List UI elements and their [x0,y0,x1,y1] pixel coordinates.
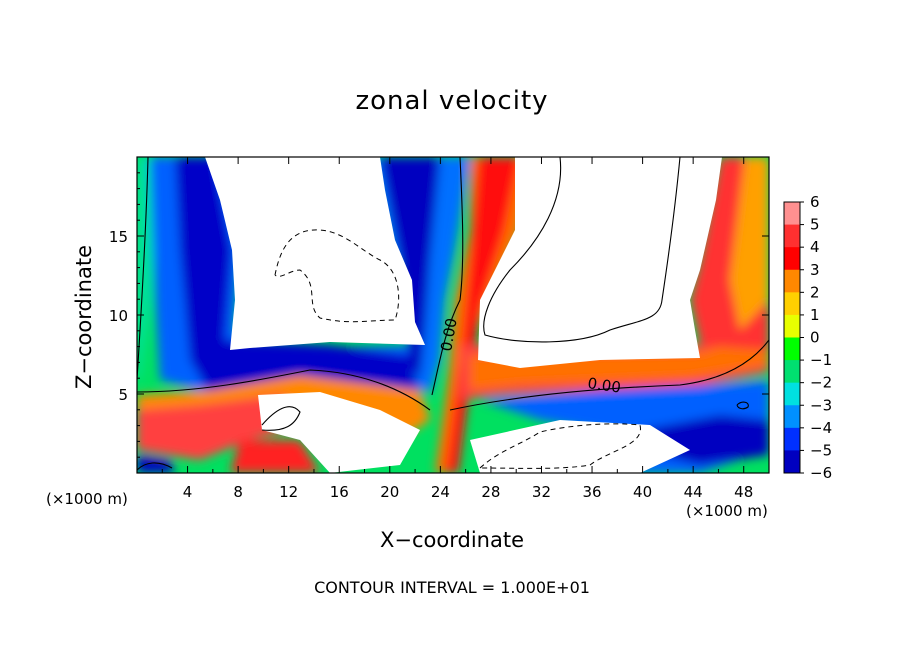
x-axis: 4 8 12 16 20 24 28 32 36 40 44 48 [161,157,753,501]
colorbar-label: 4 [810,238,820,256]
colorbar-label: −3 [810,396,832,414]
colorbar-label: 5 [810,216,820,234]
velocity-field [137,157,769,473]
x-tick-label: 48 [734,483,753,501]
colorbar-swatch [784,224,800,248]
x-tick-label: 4 [183,483,193,501]
x-tick-label: 12 [279,483,298,501]
colorbar-swatch [784,269,800,293]
colorbar-swatch [784,314,800,338]
colorbar-swatch [784,427,800,451]
x-tick-label: 32 [532,483,551,501]
x-tick-label: 28 [481,483,500,501]
contour-interval-note: CONTOUR INTERVAL = 1.000E+01 [314,578,590,597]
y-axis-label: Z−coordinate [72,245,96,389]
colorbar-label: 1 [810,306,820,324]
contour-label-2: 0.00 [586,374,622,396]
colorbar-label: 2 [810,283,820,301]
x-unit-right: (×1000 m) [686,502,768,520]
colorbar-label: −5 [810,441,832,459]
colorbar-label: 6 [810,193,820,211]
colorbar-swatch [784,202,800,226]
x-axis-label: X−coordinate [380,528,524,552]
x-tick-label: 36 [582,483,601,501]
x-tick-label: 8 [233,483,243,501]
colorbar-swatch [784,405,800,429]
colorbar-label: −2 [810,374,832,392]
x-tick-label: 40 [633,483,652,501]
colorbar-swatch [784,292,800,316]
colorbar-label: −1 [810,351,832,369]
x-unit-left: (×1000 m) [46,490,128,508]
colorbar-swatch [784,450,800,474]
colorbar-swatch [784,382,800,406]
x-tick-label: 24 [431,483,450,501]
y-tick-label: 5 [118,386,128,404]
colorbar-swatch [784,337,800,361]
colorbar-swatch [784,360,800,384]
x-tick-label: 20 [380,483,399,501]
colorbar-label: 3 [810,261,820,279]
y-tick-label: 10 [109,307,128,325]
colorbar: 6 5 4 3 2 1 0 −1 −2 −3 −4 −5 −6 [783,193,832,482]
contour-label-1: 0.00 [437,317,461,353]
x-tick-label: 16 [330,483,349,501]
chart-title: zonal velocity [355,86,549,116]
y-axis: 5 10 15 [109,172,769,458]
colorbar-label: 0 [810,329,820,347]
x-tick-label: 44 [684,483,703,501]
colorbar-label: −4 [810,419,832,437]
colorbar-label: −6 [810,464,832,482]
colorbar-swatch [784,247,800,271]
y-tick-label: 15 [109,228,128,246]
